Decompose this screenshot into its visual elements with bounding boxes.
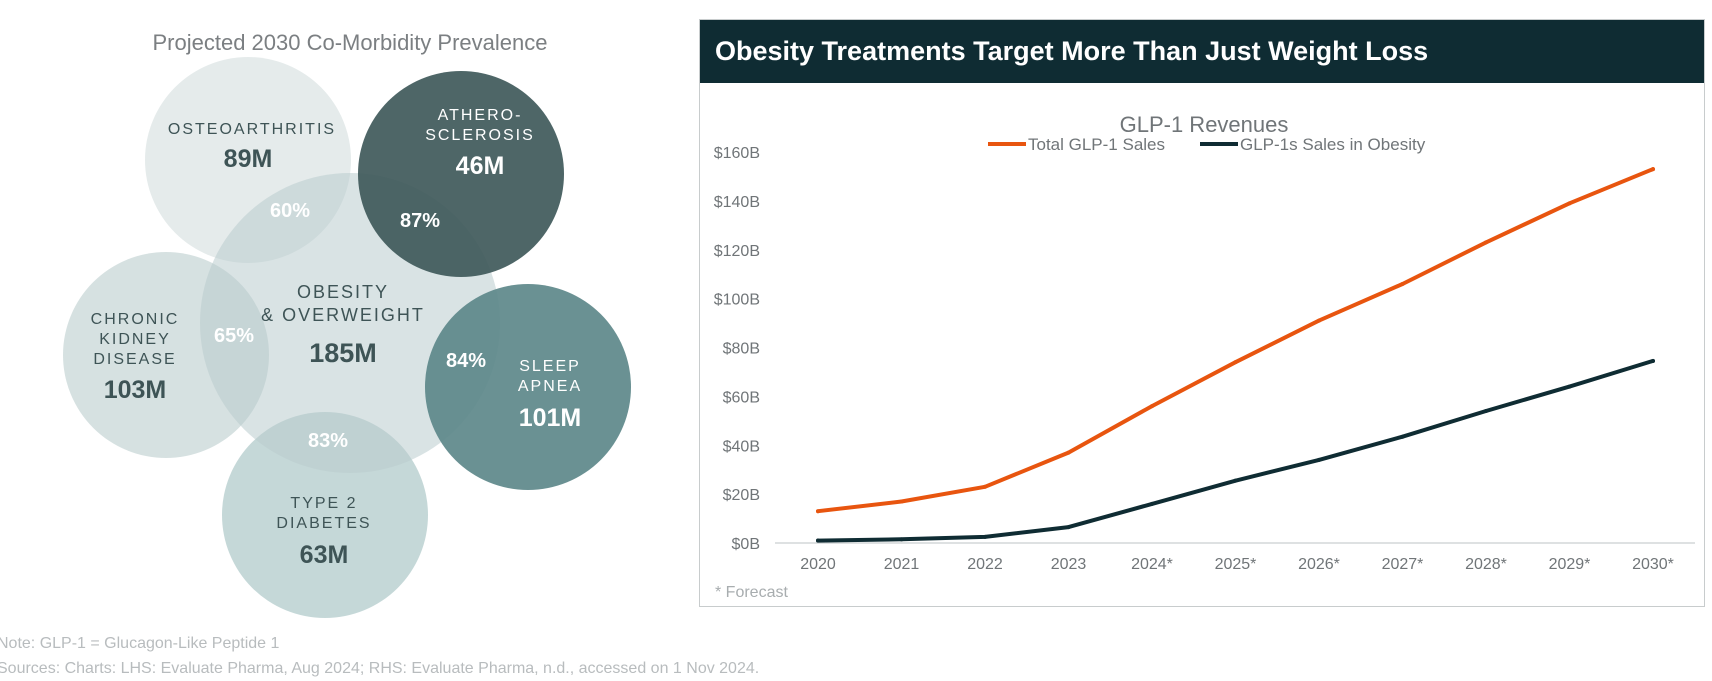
series-2-point (1150, 501, 1154, 506)
x-tick-label: 2028* (1465, 556, 1507, 573)
y-tick-label: $0B (732, 536, 760, 553)
atherosclerosis-label: ATHERO- (438, 107, 523, 124)
series-2-point (1317, 457, 1321, 462)
osteoarthritis-value: 89M (224, 145, 273, 173)
sleep-apnea-label: APNEA (518, 378, 582, 395)
y-tick-label: $60B (723, 389, 760, 406)
series-1-point (1400, 281, 1405, 286)
venn-title: Projected 2030 Co-Morbidity Prevalence (152, 30, 548, 55)
type2-diabetes-label: DIABETES (276, 515, 371, 532)
x-tick-label: 2021 (884, 556, 920, 573)
series-1-point (983, 484, 987, 489)
series-2-point (1233, 478, 1238, 483)
atherosclerosis-value: 46M (456, 152, 505, 180)
footnote-glp1: Note: GLP-1 = Glucagon-Like Peptide 1 (0, 635, 280, 652)
y-tick-label: $40B (723, 438, 760, 455)
y-tick-label: $140B (714, 194, 760, 211)
y-tick-label: $80B (723, 341, 760, 358)
obesity-label: OBESITY (297, 282, 389, 302)
series-2-point (1400, 434, 1405, 439)
series-line-1 (816, 167, 1655, 514)
circle-atherosclerosis (358, 71, 564, 277)
series-1-point (1150, 404, 1154, 409)
y-tick-label: $20B (723, 487, 760, 504)
y-tick-label: $100B (714, 292, 760, 309)
series-1-point (816, 509, 820, 514)
x-tick-label: 2030* (1632, 556, 1674, 573)
y-tick-label: $160B (714, 145, 760, 162)
x-tick-label: 2027* (1382, 556, 1424, 573)
circle-sleep-apnea (425, 284, 631, 490)
sleep-apnea-overlap-pct: 84% (446, 350, 486, 372)
series-1-point (1317, 318, 1321, 323)
series-1-point (1233, 360, 1238, 365)
legend-label: Total GLP-1 Sales (1028, 135, 1165, 154)
obesity-value: 185M (309, 338, 377, 368)
osteoarthritis-overlap-pct: 60% (270, 200, 310, 222)
series-2-point (1066, 525, 1071, 530)
glp1-panel: Obesity Treatments Target More Than Just… (699, 19, 1705, 607)
legend-label: GLP-1s Sales in Obesity (1240, 135, 1426, 154)
ckd-label: DISEASE (93, 351, 176, 368)
ckd-overlap-pct: 65% (214, 325, 254, 347)
x-tick-label: 2025* (1215, 556, 1257, 573)
series-2-point (1567, 384, 1572, 389)
x-tick-label: 2020 (800, 556, 836, 573)
y-tick-label: $120B (714, 243, 760, 260)
atherosclerosis-overlap-pct: 87% (400, 210, 440, 232)
forecast-note: * Forecast (715, 584, 788, 601)
chart-title: GLP-1 Revenues (1120, 112, 1289, 137)
series-1-point (899, 499, 904, 504)
series-1-point (1651, 167, 1655, 172)
type2-diabetes-overlap-pct: 83% (308, 430, 348, 452)
series-2-point (1651, 358, 1655, 363)
panel-header: Obesity Treatments Target More Than Just… (700, 20, 1704, 83)
type2-diabetes-value: 63M (300, 541, 349, 569)
x-tick-label: 2029* (1549, 556, 1591, 573)
series-2-point (816, 538, 820, 543)
type2-diabetes-label: TYPE 2 (290, 495, 357, 512)
series-1-point (1567, 201, 1572, 206)
osteoarthritis-label: OSTEOARTHRITIS (168, 121, 336, 138)
ckd-value: 103M (104, 376, 167, 404)
series-1-point (1484, 240, 1488, 245)
series-2-point (899, 537, 904, 542)
obesity-label: & OVERWEIGHT (261, 305, 425, 325)
ckd-label: KIDNEY (99, 331, 171, 348)
comorbidity-venn: OBESITY & OVERWEIGHT 185M OSTEOARTHRITIS 89M… (63, 57, 631, 618)
sleep-apnea-label: SLEEP (519, 358, 581, 375)
ckd-label: CHRONIC (91, 311, 180, 328)
footnote-sources: Sources: Charts: LHS: Evaluate Pharma, A… (0, 660, 760, 677)
sleep-apnea-value: 101M (519, 404, 582, 432)
x-tick-label: 2022 (967, 556, 1003, 573)
series-2-point (983, 534, 987, 539)
series-2-point (1484, 409, 1488, 414)
x-tick-label: 2026* (1298, 556, 1340, 573)
series-line-2 (816, 358, 1655, 543)
x-tick-label: 2023 (1051, 556, 1087, 573)
series-1-point (1066, 450, 1071, 455)
x-tick-label: 2024* (1131, 556, 1173, 573)
atherosclerosis-label: SCLEROSIS (425, 127, 535, 144)
